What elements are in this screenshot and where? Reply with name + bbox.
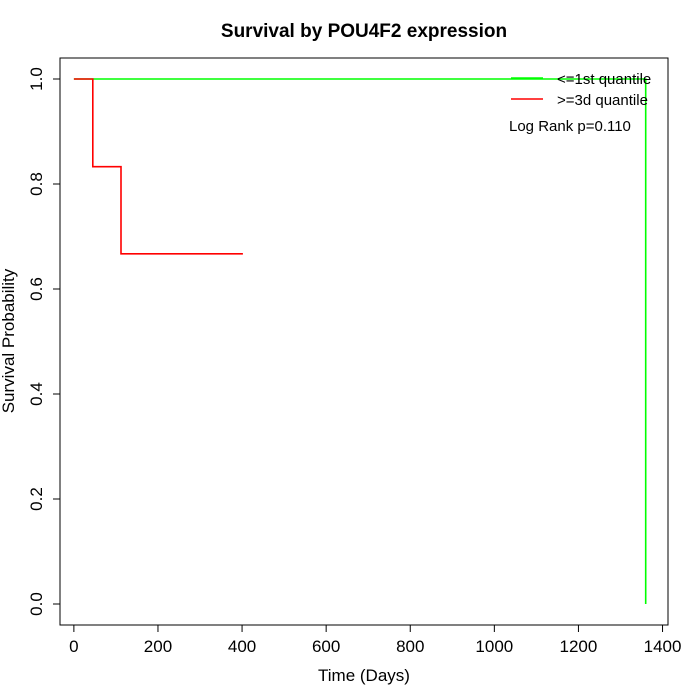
x-tick-label: 1000 [475,637,513,656]
chart-title: Survival by POU4F2 expression [221,21,507,42]
x-tick-label: 400 [228,637,256,656]
series-low-quantile-line [73,78,647,604]
y-tick-label: 0.0 [27,592,46,616]
legend-label-high: >=3d quantile [557,92,648,109]
y-tick-label: 1.0 [27,67,46,91]
x-tick-label: 0 [69,637,78,656]
legend-label-low: <=1st quantile [557,71,651,88]
x-axis-label: Time (Days) [318,666,410,685]
y-axis-label: Survival Probability [0,268,18,413]
x-tick-label: 1400 [644,637,682,656]
x-tick-label: 200 [144,637,172,656]
x-axis: 0 200 400 600 800 1000 1200 1400 [69,624,682,656]
series-layer [73,78,647,604]
y-tick-label: 0.4 [27,382,46,406]
x-tick-label: 1200 [560,637,598,656]
y-tick-label: 0.6 [27,277,46,301]
x-tick-label: 600 [312,637,340,656]
x-tick-label: 800 [396,637,424,656]
y-tick-label: 0.8 [27,172,46,196]
log-rank-annotation: Log Rank p=0.110 [509,118,631,135]
series-high-quantile-line [73,78,243,255]
y-tick-label: 0.2 [27,487,46,511]
legend: <=1st quantile >=3d quantile Log Rank p=… [509,71,651,135]
y-axis: 0.0 0.2 0.4 0.6 0.8 1.0 [27,67,61,616]
